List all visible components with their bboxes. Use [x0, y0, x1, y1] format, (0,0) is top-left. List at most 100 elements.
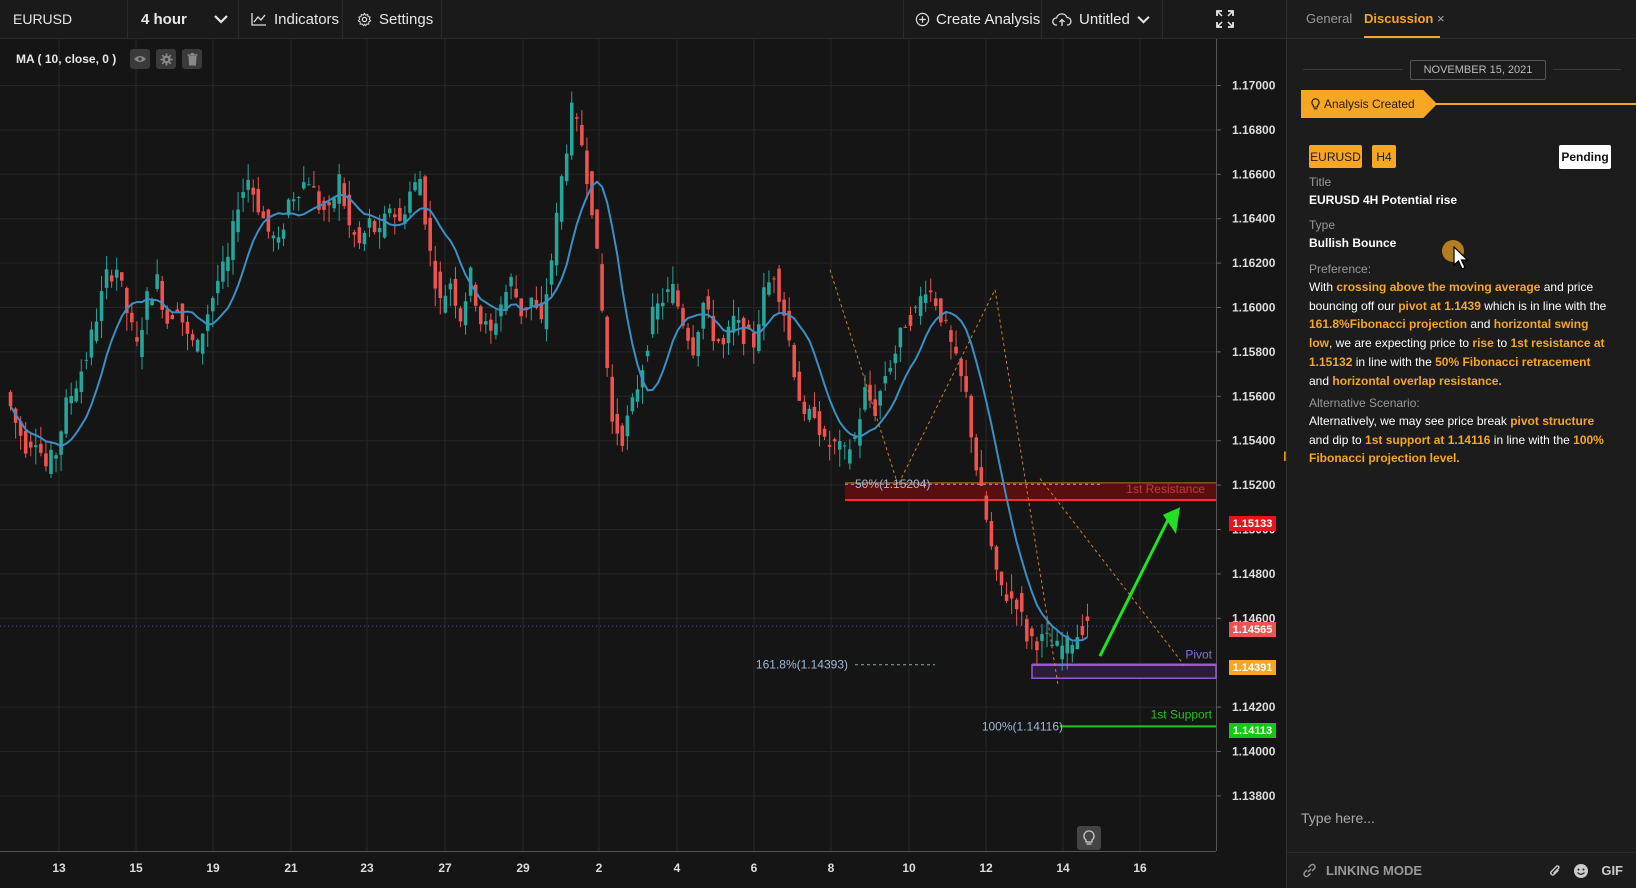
candle-body: [868, 384, 872, 401]
candle-body: [59, 431, 63, 455]
candle-body: [731, 315, 736, 333]
candle-body: [974, 437, 979, 471]
candle-body: [494, 323, 498, 335]
candle-body: [140, 329, 144, 357]
candle-body: [241, 192, 245, 198]
highlighted-text: rise: [1472, 336, 1494, 351]
close-tab-icon[interactable]: ×: [1437, 11, 1445, 26]
candle-body: [721, 338, 726, 345]
candle-body: [463, 301, 468, 326]
candle-body: [155, 274, 159, 289]
candle-body: [691, 337, 695, 356]
candle-body: [575, 117, 579, 119]
linking-mode-toggle[interactable]: LINKING MODE: [1301, 862, 1422, 879]
message-input[interactable]: [1287, 800, 1636, 836]
interval-label: 4 hour: [141, 10, 187, 28]
candle-body: [170, 315, 175, 320]
candle-body: [969, 395, 973, 438]
candle-body: [812, 406, 817, 418]
candle-body: [999, 571, 1004, 586]
chart-background: [0, 39, 1286, 888]
fullscreen-button[interactable]: [1163, 0, 1286, 38]
candle-body: [165, 309, 170, 324]
candle-body: [1070, 644, 1075, 654]
x-axis-tick-label: 2: [596, 861, 603, 875]
candle-body: [49, 449, 53, 474]
candle-body: [625, 415, 630, 437]
x-axis-tick-label: 14: [1056, 861, 1070, 875]
candle-body: [286, 199, 291, 216]
candle-body: [772, 278, 776, 280]
candle-body: [863, 387, 867, 410]
candle-body: [1085, 616, 1090, 621]
candle-body: [135, 337, 139, 342]
price-chart[interactable]: 13 15 19 21 23 27 29 2 4 6 8 10 12 14 16 1.17000 1.16800…: [0, 39, 1286, 888]
candle-body: [686, 327, 690, 341]
text-segment: in line with the: [1490, 432, 1574, 447]
highlighted-text: horizontal swing low: [1309, 317, 1589, 351]
layout-save-dropdown[interactable]: Untitled: [1042, 0, 1163, 38]
y-axis-tick-label: 1.14000: [1232, 745, 1276, 759]
candle-body: [296, 197, 301, 199]
candle-body: [231, 221, 235, 260]
paperclip-icon[interactable]: [1549, 863, 1561, 879]
candle-body: [554, 212, 559, 266]
resistance-zone: [845, 482, 1216, 500]
emoji-icon[interactable]: [1573, 863, 1589, 879]
candle-body: [28, 441, 33, 448]
support-price-label: 1.14113: [1229, 723, 1276, 738]
symbol-badge: EURUSD: [1309, 145, 1362, 168]
tab-general[interactable]: General: [1306, 11, 1353, 26]
candle-body: [438, 271, 443, 299]
candle-body: [39, 443, 43, 453]
date-pill: NOVEMBER 15, 2021: [1410, 60, 1546, 80]
y-axis-tick-label: 1.15200: [1232, 478, 1276, 492]
candle-body: [676, 290, 680, 307]
y-axis-tick-label: 1.15800: [1232, 345, 1276, 359]
candle-body: [802, 401, 807, 415]
interval-dropdown[interactable]: 4 hour: [128, 0, 239, 38]
y-axis-tick-label: 1.17000: [1232, 79, 1276, 93]
settings-button[interactable]: Settings: [343, 0, 442, 38]
candle-body: [504, 292, 508, 311]
candle-body: [393, 214, 397, 218]
candle-body: [939, 298, 943, 323]
chart-canvas[interactable]: 13 15 19 21 23 27 29 2 4 6 8 10 12 14 16 1.17000 1.16800…: [0, 39, 1286, 888]
title-label: Title: [1309, 175, 1332, 189]
candle-body: [1009, 591, 1014, 599]
candle-body: [347, 194, 352, 226]
candle-body: [473, 284, 478, 306]
symbol-search-button[interactable]: EURUSD: [0, 0, 128, 38]
candle-body: [893, 353, 898, 364]
candle-body: [23, 430, 28, 454]
highlighted-text: 161.8%Fibonacci projection: [1309, 317, 1468, 332]
candle-body: [696, 332, 700, 357]
candle-body: [160, 280, 164, 310]
candle-body: [529, 297, 534, 307]
candle-body: [600, 264, 604, 311]
indicators-button[interactable]: Indicators: [239, 0, 343, 38]
tab-discussion[interactable]: Discussion: [1364, 11, 1434, 26]
text-segment: With: [1309, 280, 1337, 294]
highlighted-text: horizontal overlap resistance.: [1332, 373, 1502, 388]
gear-icon: [357, 11, 372, 27]
candle-body: [994, 546, 999, 570]
gif-button[interactable]: GIF: [1601, 863, 1623, 878]
create-analysis-button[interactable]: Create Analysis: [903, 0, 1042, 38]
lightbulb-button[interactable]: [1077, 826, 1101, 850]
chart-toolbar: EURUSD 4 hour Indicators Settings Create…: [0, 0, 1286, 39]
gear-icon[interactable]: [156, 49, 177, 69]
candle-body: [949, 330, 953, 342]
x-axis-tick-label: 23: [360, 861, 374, 875]
highlighted-text: 1st resistance at 1.15132: [1309, 336, 1605, 369]
candle-body: [69, 396, 73, 404]
eye-icon[interactable]: [130, 49, 151, 69]
candle-body: [903, 326, 908, 328]
candle-body: [312, 186, 316, 188]
candle-body: [726, 326, 731, 344]
candle-body: [453, 278, 458, 306]
trash-icon[interactable]: [182, 49, 203, 69]
candle-body: [261, 211, 266, 219]
projection-arrow-line: [1098, 511, 1174, 657]
